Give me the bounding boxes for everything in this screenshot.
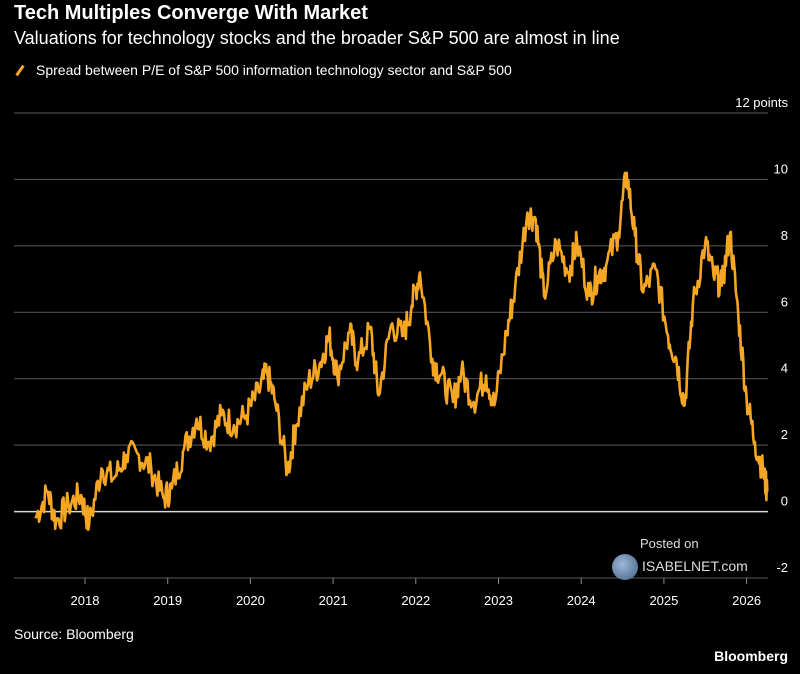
y-tick-label: 12 points xyxy=(735,95,788,110)
watermark-site: ISABELNET.com xyxy=(642,558,748,574)
y-tick-label: 6 xyxy=(781,294,788,309)
watermark-posted: Posted on xyxy=(640,536,699,551)
x-tick-label: 2019 xyxy=(153,593,182,608)
x-tick-label: 2024 xyxy=(567,593,596,608)
x-tick-label: 2022 xyxy=(401,593,430,608)
x-tick-label: 2023 xyxy=(484,593,513,608)
isabelnet-logo-icon xyxy=(612,554,638,580)
chart-title: Tech Multiples Converge With Market xyxy=(14,2,368,24)
brand-logo: Bloomberg xyxy=(714,648,788,664)
x-tick-label: 2020 xyxy=(236,593,265,608)
x-tick-label: 2018 xyxy=(71,593,100,608)
y-tick-label: 8 xyxy=(781,228,788,243)
y-tick-label: 0 xyxy=(781,494,788,509)
x-axis-ticks: 2018 2019 2020 2021 2022 2023 2024 2025 2026 xyxy=(71,578,761,608)
legend-label: Spread between P/E of S&P 500 informatio… xyxy=(36,62,512,78)
x-tick-label: 2021 xyxy=(319,593,348,608)
chart-subtitle: Valuations for technology stocks and the… xyxy=(14,28,620,48)
legend: Spread between P/E of S&P 500 informatio… xyxy=(14,62,512,78)
y-tick-label: 2 xyxy=(781,427,788,442)
x-tick-label: 2026 xyxy=(732,593,761,608)
y-tick-label: 10 xyxy=(774,161,788,176)
grid-lines xyxy=(14,112,768,579)
y-tick-label: -2 xyxy=(776,560,788,575)
source-note: Source: Bloomberg xyxy=(14,626,134,642)
series-layer xyxy=(34,171,769,531)
x-tick-label: 2025 xyxy=(649,593,678,608)
y-tick-label: 4 xyxy=(781,361,788,376)
series-line-0 xyxy=(34,171,769,531)
y-axis-ticks: 12 points 10 8 6 4 2 0 -2 xyxy=(735,95,788,575)
